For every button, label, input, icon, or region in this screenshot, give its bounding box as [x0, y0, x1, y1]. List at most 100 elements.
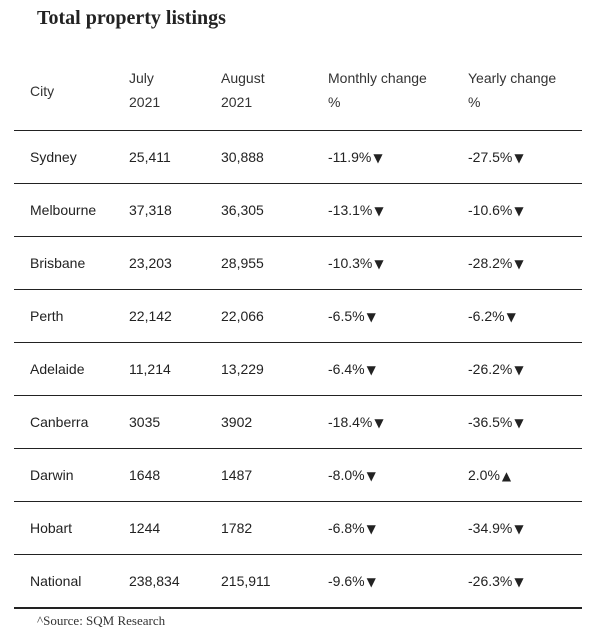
down-arrow-icon: ▼	[514, 204, 524, 218]
july-cell: 1244	[129, 520, 161, 536]
yearly-change-cell: -36.5% ▼	[468, 396, 524, 449]
monthly-change-value: -11.9%	[328, 149, 372, 165]
yearly-change-cell: -34.9% ▼	[468, 502, 524, 555]
table-row: Melbourne 37,318 36,305 -13.1% ▼ -10.6% ▼	[14, 184, 582, 237]
down-arrow-icon: ▼	[373, 151, 383, 165]
monthly-change-cell: -9.6% ▼	[328, 555, 376, 608]
monthly-change-cell: -10.3% ▼	[328, 237, 384, 290]
yearly-change-cell: -26.3% ▼	[468, 555, 524, 608]
down-arrow-icon: ▼	[514, 151, 524, 165]
monthly-change-cell: -6.5% ▼	[328, 290, 376, 343]
july-cell: 25,411	[129, 149, 171, 165]
table-row: Hobart 1244 1782 -6.8% ▼ -34.9% ▼	[14, 502, 582, 555]
header-monthly-change: Monthly change %	[328, 66, 427, 114]
header-august: August 2021	[221, 66, 265, 114]
table-row: Perth 22,142 22,066 -6.5% ▼ -6.2% ▼	[14, 290, 582, 343]
yearly-change-value: -10.6%	[468, 202, 513, 218]
monthly-change-value: -6.8%	[328, 520, 365, 536]
up-arrow-icon: ▲	[501, 469, 512, 483]
header-yearly-change: Yearly change %	[468, 66, 556, 114]
monthly-change-value: -13.1%	[328, 202, 373, 218]
yearly-change-value: 2.0%	[468, 467, 500, 483]
header-july-line-2: 2021	[129, 94, 161, 110]
header-august-line-1: August	[221, 70, 265, 86]
city-cell: Sydney	[30, 149, 77, 165]
down-arrow-icon: ▼	[514, 522, 524, 536]
august-cell: 3902	[221, 414, 253, 430]
down-arrow-icon: ▼	[366, 469, 376, 483]
august-cell: 28,955	[221, 255, 264, 271]
yearly-change-value: -28.2%	[468, 255, 513, 271]
table-row: Canberra 3035 3902 -18.4% ▼ -36.5% ▼	[14, 396, 582, 449]
table-row: Sydney 25,411 30,888 -11.9% ▼ -27.5% ▼	[14, 131, 582, 184]
down-arrow-icon: ▼	[514, 363, 524, 377]
down-arrow-icon: ▼	[366, 522, 376, 536]
down-arrow-icon: ▼	[374, 204, 384, 218]
monthly-change-cell: -6.4% ▼	[328, 343, 376, 396]
header-yearly-line-2: %	[468, 94, 481, 110]
august-cell: 36,305	[221, 202, 264, 218]
city-cell: Perth	[30, 308, 64, 324]
down-arrow-icon: ▼	[366, 310, 376, 324]
down-arrow-icon: ▼	[514, 575, 524, 589]
yearly-change-cell: -6.2% ▼	[468, 290, 516, 343]
table-row: Brisbane 23,203 28,955 -10.3% ▼ -28.2% ▼	[14, 237, 582, 290]
monthly-change-cell: -13.1% ▼	[328, 184, 384, 237]
header-july-line-1: July	[129, 70, 154, 86]
august-cell: 1782	[221, 520, 253, 536]
july-cell: 11,214	[129, 361, 171, 377]
yearly-change-cell: -26.2% ▼	[468, 343, 524, 396]
down-arrow-icon: ▼	[374, 416, 384, 430]
city-cell: Adelaide	[30, 361, 85, 377]
yearly-change-value: -34.9%	[468, 520, 513, 536]
city-cell: Darwin	[30, 467, 74, 483]
monthly-change-value: -18.4%	[328, 414, 373, 430]
yearly-change-cell: -28.2% ▼	[468, 237, 524, 290]
july-cell: 23,203	[129, 255, 172, 271]
table-header: City July 2021 August 2021 Monthly chang…	[14, 52, 582, 131]
monthly-change-cell: -6.8% ▼	[328, 502, 376, 555]
city-cell: Canberra	[30, 414, 89, 430]
monthly-change-cell: -11.9% ▼	[328, 131, 383, 184]
july-cell: 22,142	[129, 308, 172, 324]
august-cell: 215,911	[221, 573, 271, 589]
august-cell: 30,888	[221, 149, 264, 165]
city-cell: Hobart	[30, 520, 73, 536]
july-cell: 3035	[129, 414, 161, 430]
yearly-change-cell: -10.6% ▼	[468, 184, 524, 237]
yearly-change-value: -6.2%	[468, 308, 505, 324]
monthly-change-value: -6.4%	[328, 361, 365, 377]
down-arrow-icon: ▼	[514, 257, 524, 271]
table-row: Adelaide 11,214 13,229 -6.4% ▼ -26.2% ▼	[14, 343, 582, 396]
yearly-change-cell: 2.0% ▲	[468, 449, 511, 502]
source-note: ^Source: SQM Research	[37, 613, 166, 628]
august-cell: 22,066	[221, 308, 264, 324]
yearly-change-value: -26.3%	[468, 573, 513, 589]
down-arrow-icon: ▼	[374, 257, 384, 271]
city-cell: National	[30, 573, 82, 589]
down-arrow-icon: ▼	[366, 363, 376, 377]
header-monthly-line-2: %	[328, 94, 341, 110]
monthly-change-value: -6.5%	[328, 308, 365, 324]
down-arrow-icon: ▼	[514, 416, 524, 430]
city-cell: Brisbane	[30, 255, 86, 271]
yearly-change-value: -26.2%	[468, 361, 513, 377]
monthly-change-value: -9.6%	[328, 573, 365, 589]
down-arrow-icon: ▼	[506, 310, 516, 324]
yearly-change-cell: -27.5% ▼	[468, 131, 524, 184]
header-yearly-line-1: Yearly change	[468, 70, 557, 86]
monthly-change-cell: -18.4% ▼	[328, 396, 384, 449]
table-row: Darwin 1648 1487 -8.0% ▼ 2.0% ▲	[14, 449, 582, 502]
july-cell: 1648	[129, 467, 161, 483]
down-arrow-icon: ▼	[366, 575, 376, 589]
yearly-change-value: -36.5%	[468, 414, 513, 430]
monthly-change-value: -10.3%	[328, 255, 373, 271]
header-august-line-2: 2021	[221, 94, 253, 110]
listings-table: City July 2021 August 2021 Monthly chang…	[14, 52, 582, 609]
august-cell: 1487	[221, 467, 253, 483]
header-july: July 2021	[129, 66, 160, 114]
page-title: Total property listings	[37, 7, 226, 29]
header-monthly-line-1: Monthly change	[328, 70, 427, 86]
yearly-change-value: -27.5%	[468, 149, 513, 165]
july-cell: 37,318	[129, 202, 172, 218]
